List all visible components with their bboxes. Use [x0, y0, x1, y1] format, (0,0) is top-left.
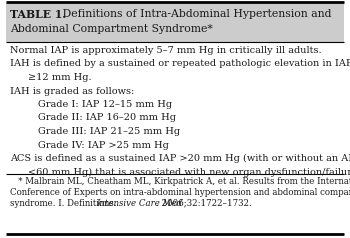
Text: Grade I: IAP 12–15 mm Hg: Grade I: IAP 12–15 mm Hg — [38, 100, 172, 109]
Text: IAH is graded as follows:: IAH is graded as follows: — [10, 86, 134, 95]
Text: Grade IV: IAP >25 mm Hg: Grade IV: IAP >25 mm Hg — [38, 140, 169, 149]
Text: Abdominal Compartment Syndrome*: Abdominal Compartment Syndrome* — [10, 24, 213, 34]
Text: Definitions of Intra-Abdominal Hypertension and: Definitions of Intra-Abdominal Hypertens… — [52, 9, 331, 19]
Text: syndrome. I. Definitions.: syndrome. I. Definitions. — [10, 198, 119, 208]
Text: Grade II: IAP 16–20 mm Hg: Grade II: IAP 16–20 mm Hg — [38, 114, 176, 123]
Text: ≥12 mm Hg.: ≥12 mm Hg. — [28, 73, 92, 82]
Text: Intensive Care Med: Intensive Care Med — [96, 198, 182, 208]
Bar — [6, 2, 344, 42]
Text: . 2006;32:1722–1732.: . 2006;32:1722–1732. — [156, 198, 252, 208]
Text: Normal IAP is approximately 5–7 mm Hg in critically ill adults.: Normal IAP is approximately 5–7 mm Hg in… — [10, 46, 322, 55]
Text: <60 mm Hg) that is associated with new organ dysfunction/failure.: <60 mm Hg) that is associated with new o… — [28, 168, 350, 177]
Text: * Malbrain ML, Cheatham ML, Kirkpatrick A, et al. Results from the International: * Malbrain ML, Cheatham ML, Kirkpatrick … — [10, 177, 350, 186]
Text: TABLE 1.: TABLE 1. — [10, 9, 66, 20]
Text: Grade III: IAP 21–25 mm Hg: Grade III: IAP 21–25 mm Hg — [38, 127, 180, 136]
Text: ACS is defined as a sustained IAP >20 mm Hg (with or without an APP: ACS is defined as a sustained IAP >20 mm… — [10, 154, 350, 163]
Text: Conference of Experts on intra-abdominal hypertension and abdominal compartment: Conference of Experts on intra-abdominal… — [10, 188, 350, 197]
Text: IAH is defined by a sustained or repeated pathologic elevation in IAP: IAH is defined by a sustained or repeate… — [10, 60, 350, 69]
